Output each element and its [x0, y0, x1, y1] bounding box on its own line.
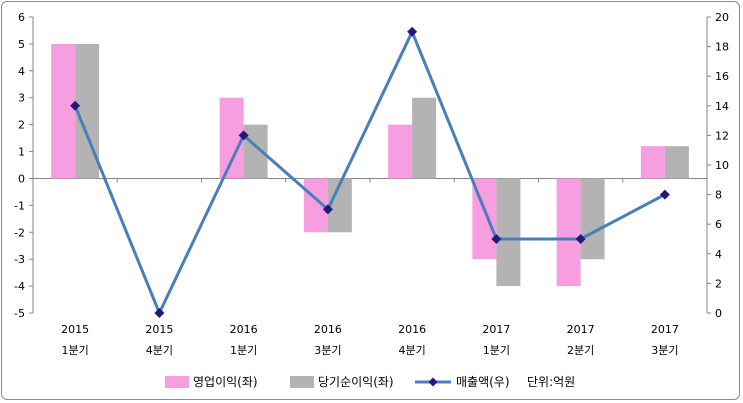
right-tick-label: 12 [715, 129, 729, 142]
right-tick-label: 2 [715, 277, 722, 290]
category-quarter-label: 4분기 [146, 344, 173, 357]
legend-unit-note: 단위:억원 [527, 375, 575, 389]
right-tick-label: 0 [715, 307, 722, 320]
line-marker [70, 100, 81, 111]
right-tick-label: 20 [715, 11, 729, 24]
right-tick-label: 8 [715, 189, 722, 202]
category-quarter-label: 1분기 [483, 344, 510, 357]
legend-swatch [290, 376, 314, 388]
bar [219, 97, 244, 179]
legend-label: 매출액(우) [456, 375, 510, 389]
left-tick-label: -3 [14, 253, 25, 266]
line-marker [659, 189, 670, 200]
legend-label: 영업이익(좌) [193, 375, 258, 389]
revenue-line [73, 30, 666, 315]
left-tick-label: 2 [18, 119, 25, 132]
category-quarter-label: 4분기 [399, 344, 426, 357]
category-quarter-label: 1분기 [230, 344, 257, 357]
left-tick-label: -5 [14, 307, 25, 320]
category-year-label: 2016 [314, 323, 342, 336]
bar [664, 146, 689, 179]
legend: 영업이익(좌) 당기순이익(좌) 매출액(우) 단위:억원 [165, 375, 575, 389]
line-marker [407, 26, 418, 37]
left-tick-label: 6 [18, 11, 25, 24]
line-marker [491, 234, 502, 244]
left-tick-label: 0 [18, 172, 25, 185]
right-tick-label: 4 [715, 248, 722, 261]
legend-swatch [165, 376, 189, 388]
category-year-label: 2015 [145, 323, 173, 336]
right-tick-label: 16 [715, 70, 729, 83]
left-tick-label: -2 [14, 226, 25, 239]
bar [556, 178, 581, 287]
category-year-label: 2015 [61, 323, 89, 336]
right-tick-label: 14 [715, 100, 729, 113]
line-marker [238, 130, 249, 141]
category-quarter-label: 3분기 [314, 344, 341, 357]
left-tick-label: 1 [18, 146, 25, 159]
right-tick-label: 6 [715, 218, 722, 231]
category-year-label: 2017 [651, 323, 679, 336]
category-quarter-label: 3분기 [651, 344, 678, 357]
bar [640, 146, 665, 179]
bar-series [51, 43, 689, 287]
category-year-label: 2017 [567, 323, 595, 336]
bar [412, 97, 437, 179]
left-tick-label: 3 [18, 92, 25, 105]
left-tick-label: -1 [14, 199, 25, 212]
category-year-label: 2017 [482, 323, 510, 336]
bar [580, 178, 605, 260]
bar [496, 178, 521, 287]
category-year-label: 2016 [398, 323, 426, 336]
line-marker [575, 234, 586, 244]
category-year-label: 2016 [230, 323, 258, 336]
bar [388, 124, 413, 179]
line-series [70, 26, 670, 318]
legend-marker [428, 377, 438, 387]
category-labels: 2015 1분기 2015 4분기 2016 1분기 2016 3분기 2016 4분기 2017 1… [61, 323, 679, 357]
bar [51, 43, 76, 179]
right-tick-label: 10 [715, 159, 729, 172]
right-tick-label: 18 [715, 41, 729, 54]
left-tick-label: -4 [14, 280, 25, 293]
category-quarter-label: 2분기 [567, 344, 594, 357]
category-quarter-label: 1분기 [62, 344, 89, 357]
line-marker [322, 204, 333, 215]
line-marker [154, 308, 165, 318]
axes [29, 16, 711, 314]
left-tick-label: 4 [18, 65, 25, 78]
left-tick-label: 5 [18, 38, 25, 51]
legend-label: 당기순이익(좌) [318, 375, 394, 389]
